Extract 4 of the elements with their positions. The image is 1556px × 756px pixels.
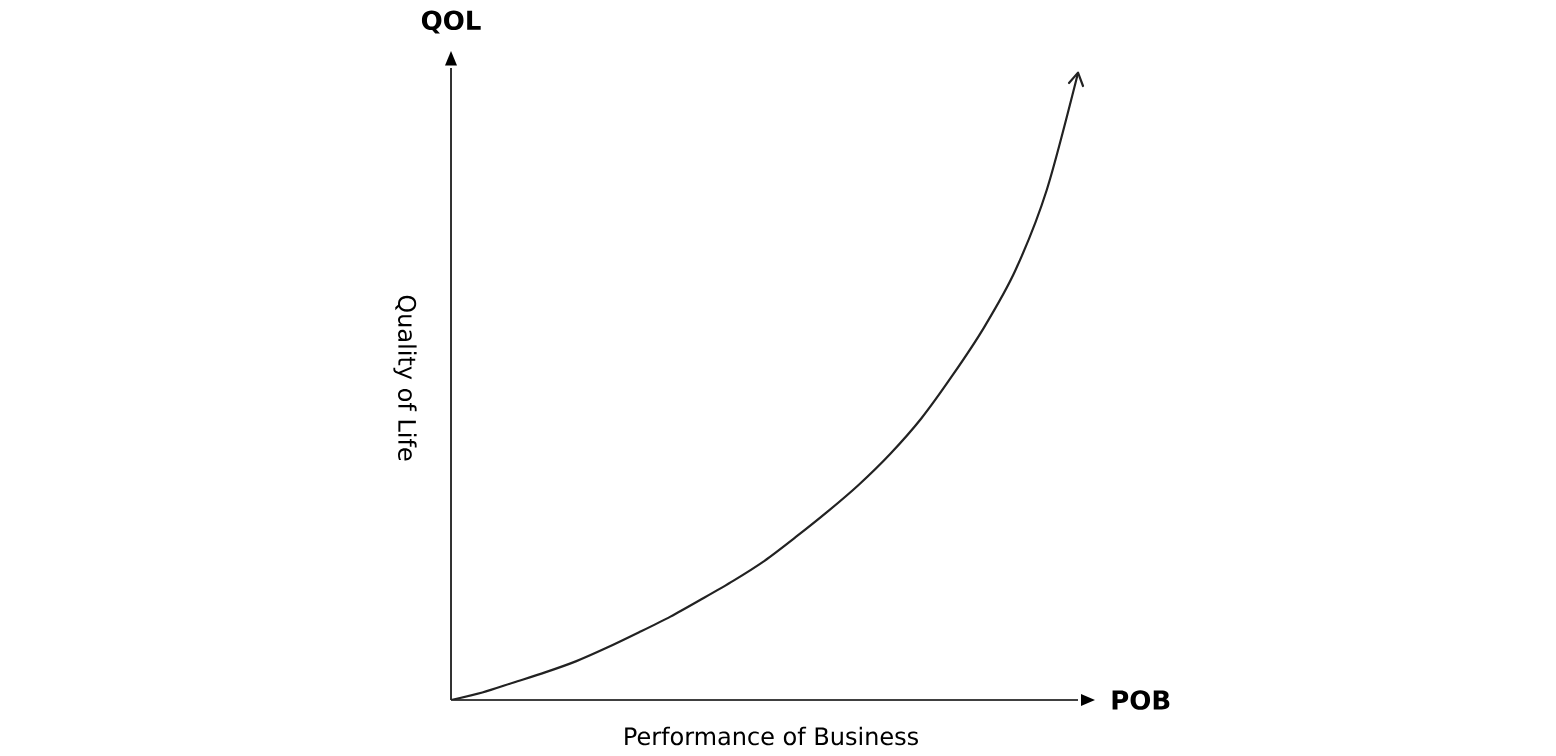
text: QOL <box>421 10 481 34</box>
text: POB <box>1112 690 1170 710</box>
y-axis-title: Quality of Life <box>393 295 417 461</box>
x-axis-title: Performance of Business <box>625 726 918 746</box>
